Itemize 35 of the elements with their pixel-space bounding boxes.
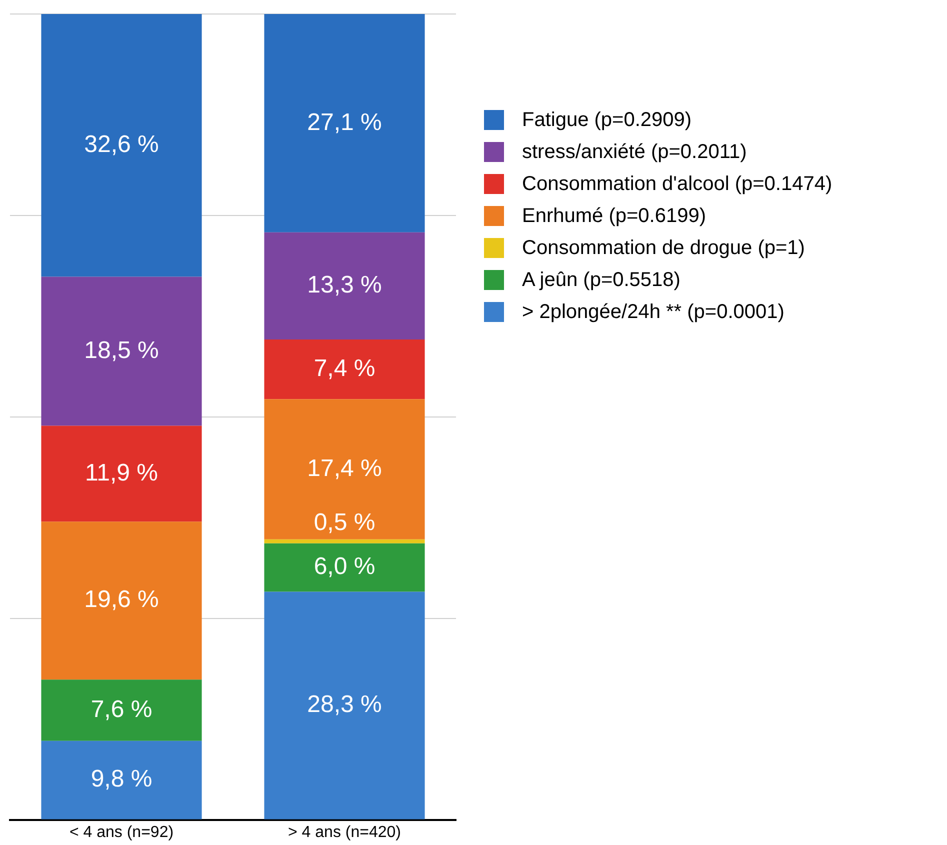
data-label: 11,9 % bbox=[85, 459, 158, 486]
bar bbox=[264, 399, 425, 540]
bar bbox=[41, 740, 202, 820]
legend-label: stress/anxiété (p=0.2011) bbox=[522, 140, 747, 164]
bar bbox=[41, 276, 202, 426]
bar bbox=[41, 426, 202, 522]
data-label: 0,5 % bbox=[314, 509, 376, 536]
bar bbox=[264, 539, 425, 544]
bar bbox=[41, 522, 202, 680]
bar bbox=[41, 680, 202, 741]
bar bbox=[264, 14, 425, 232]
bar bbox=[264, 340, 425, 400]
x-tick-label: < 4 ans (n=92) bbox=[69, 824, 174, 841]
data-label: 6,0 % bbox=[314, 553, 376, 580]
x-tick-label: > 4 ans (n=420) bbox=[288, 824, 401, 841]
data-label: 7,6 % bbox=[90, 696, 152, 723]
data-label: 27,1 % bbox=[307, 108, 382, 136]
data-label: 13,3 % bbox=[307, 272, 382, 299]
legend-label: A jeûn (p=0.5518) bbox=[522, 268, 680, 292]
data-label: 9,8 % bbox=[90, 766, 152, 793]
data-label: 7,4 % bbox=[314, 354, 376, 382]
data-label: 19,6 % bbox=[84, 586, 159, 614]
legend-label: Consommation de drogue (p=1) bbox=[522, 236, 805, 260]
data-label: 18,5 % bbox=[84, 336, 159, 364]
data-label: 17,4 % bbox=[307, 454, 382, 482]
bar bbox=[264, 232, 425, 340]
legend-label: Enrhumé (p=0.6199) bbox=[522, 204, 706, 228]
bar bbox=[41, 14, 202, 277]
bar bbox=[264, 543, 425, 592]
legend-label: Fatigue (p=0.2909) bbox=[522, 108, 692, 132]
bar bbox=[264, 592, 425, 820]
data-label: 28,3 % bbox=[307, 691, 382, 718]
legend-label: Consommation d'alcool (p=0.1474) bbox=[522, 172, 832, 196]
data-label: 32,6 % bbox=[84, 130, 159, 158]
legend-label: > 2plongée/24h ** (p=0.0001) bbox=[522, 300, 784, 324]
